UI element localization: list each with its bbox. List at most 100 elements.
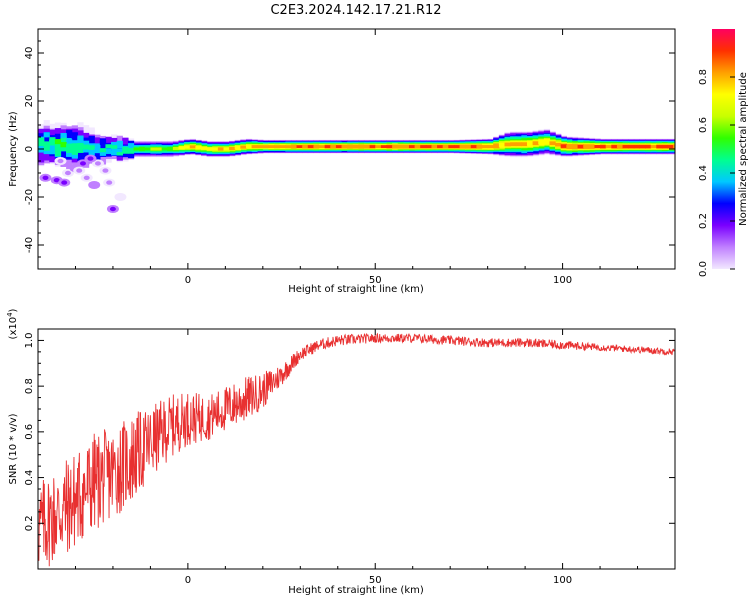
spectrogram-cell xyxy=(645,145,652,149)
spectrogram-cell xyxy=(184,145,191,149)
snr-ticks: 0 50 100 0.2 0.4 0.6 0.8 1.0 xyxy=(24,329,676,586)
spectrogram-cell xyxy=(167,147,174,151)
spectrogram-cell xyxy=(234,146,241,150)
colorbar-tick-label: 0.4 xyxy=(698,165,709,181)
spectrogram-y-tick-label: 40 xyxy=(24,47,35,60)
spectrogram-cell xyxy=(583,144,590,149)
spectrogram-cell xyxy=(414,145,421,149)
spectrogram-x-axis-label: Height of straight line (km) xyxy=(288,284,424,295)
spectrogram-cell xyxy=(161,147,168,151)
spectrogram-cell xyxy=(274,145,281,149)
spectrogram-cell xyxy=(397,145,404,149)
spectrogram-blob-core xyxy=(117,194,124,200)
snr-scale-exponent: 4 xyxy=(6,312,14,317)
snr-y-tick-label: 0.4 xyxy=(24,470,35,486)
spectrogram-cell xyxy=(307,145,315,149)
spectrogram-cell xyxy=(549,141,556,146)
spectrogram-cell xyxy=(111,141,118,148)
spectrogram-cell xyxy=(510,142,517,147)
spectrogram-cell xyxy=(279,145,286,149)
spectrogram-cell xyxy=(347,145,354,149)
spectrogram-cell xyxy=(60,142,67,148)
spectrogram-cell xyxy=(555,142,562,147)
spectrogram-cell xyxy=(111,145,118,149)
spectrogram-blob-core xyxy=(79,161,86,166)
spectrogram-cell xyxy=(262,145,270,149)
spectrogram-cell xyxy=(43,142,50,151)
spectrogram-cell xyxy=(661,145,669,149)
spectrogram-cell xyxy=(437,145,444,149)
snr-scale-suffix: ) xyxy=(8,308,19,312)
spectrogram-cell xyxy=(577,144,584,149)
spectrogram-cell xyxy=(116,140,123,149)
spectrogram-cell xyxy=(611,145,618,149)
spectrogram-cell xyxy=(532,141,539,146)
spectrogram-cell xyxy=(616,145,624,149)
spectrogram-cell xyxy=(380,145,388,149)
spectrogram-cell xyxy=(88,145,95,150)
spectrogram-cell xyxy=(324,145,331,149)
spectrogram-cell xyxy=(122,150,129,154)
spectrogram-cell xyxy=(352,145,359,149)
spectrogram-blob-core xyxy=(94,161,101,166)
spectrogram-y-tick-label: -20 xyxy=(24,189,35,205)
spectrogram-cell xyxy=(251,145,258,149)
spectrogram-cell xyxy=(588,144,596,149)
spectrogram-cell xyxy=(285,145,292,149)
spectrogram-cell xyxy=(335,145,343,149)
spectrogram-cell xyxy=(94,148,101,154)
colorbar-tick-label: 0.0 xyxy=(698,261,709,277)
spectrogram-y-tick-label: -40 xyxy=(24,237,35,253)
spectrogram-cell xyxy=(133,147,140,151)
spectrogram-cell xyxy=(212,147,219,151)
spectrogram-blob-core xyxy=(83,175,90,180)
spectrogram-cell xyxy=(622,145,629,149)
spectrogram-cell xyxy=(482,145,489,149)
spectrogram-cell xyxy=(150,147,157,151)
spectrogram-cell xyxy=(566,144,573,149)
spectrogram-blob-core xyxy=(87,156,94,161)
spectrogram-cell xyxy=(116,152,123,156)
spectrogram-cell xyxy=(594,145,601,149)
spectrogram-y-tick-label: 0 xyxy=(24,146,35,152)
spectrogram-cell xyxy=(431,145,438,149)
spectrogram-blob-core xyxy=(57,158,64,164)
spectrogram-cell xyxy=(257,145,264,149)
snr-scale-prefix: (x10 xyxy=(8,317,19,340)
spectrogram-cell xyxy=(600,145,607,149)
spectrogram-cell xyxy=(543,139,551,144)
spectrogram-blob-core xyxy=(42,175,49,180)
spectrogram-ticks: 0 50 100 -40 -20 0 20 40 xyxy=(24,29,676,286)
spectrogram-cell xyxy=(392,145,399,149)
spectrogram-cell xyxy=(420,145,427,149)
spectrogram-x-tick-label: 50 xyxy=(369,275,382,286)
spectrogram-blob-core xyxy=(53,178,60,183)
spectrogram-cell xyxy=(156,147,163,151)
colorbar-tick-label: 0.2 xyxy=(698,213,709,229)
spectrogram-cell xyxy=(127,143,135,151)
spectrogram-cell xyxy=(144,147,152,151)
spectrogram-cell xyxy=(223,147,230,151)
spectrogram-cell xyxy=(178,146,185,150)
spectrogram-blob-core xyxy=(91,182,98,188)
colorbar-ticks: 0.0 0.2 0.4 0.6 0.8 xyxy=(698,69,735,277)
spectrogram-cell xyxy=(172,146,180,151)
spectrogram-cell xyxy=(476,145,483,149)
spectrogram-cell xyxy=(200,146,208,150)
spectrogram-cell xyxy=(49,139,56,146)
snr-x-tick-label: 100 xyxy=(553,575,572,586)
spectrogram-cell xyxy=(673,145,675,149)
spectrogram-cell xyxy=(195,146,202,150)
spectrogram-cell xyxy=(403,145,410,149)
spectrogram-cell xyxy=(628,145,635,149)
spectrogram-blob-core xyxy=(76,168,83,173)
snr-x-tick-label: 0 xyxy=(185,575,191,586)
spectrogram-cell xyxy=(470,145,478,149)
spectrogram-cell xyxy=(667,145,674,149)
spectrogram-blob-core xyxy=(102,168,109,173)
spectrogram-cell xyxy=(650,145,657,149)
spectrogram-cell xyxy=(330,145,337,149)
spectrogram-cell xyxy=(571,144,579,149)
spectrogram-cell xyxy=(122,146,129,152)
spectrogram-cell xyxy=(54,144,62,157)
